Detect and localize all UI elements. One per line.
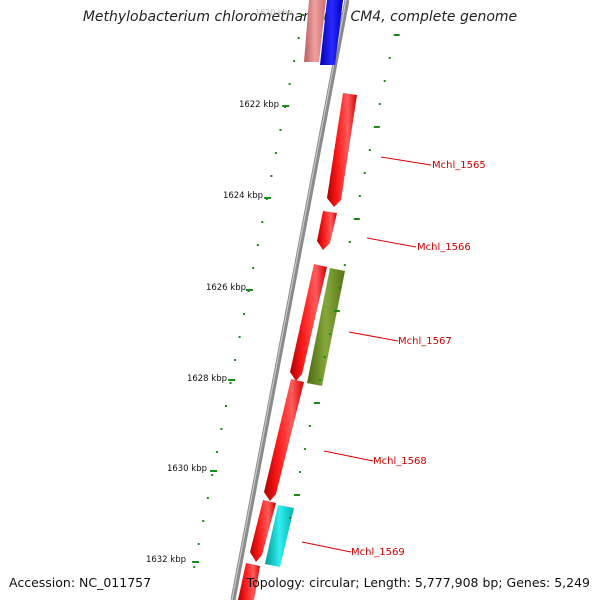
genome-summary-text: Topology: circular; Length: 5,777,908 bp… bbox=[246, 575, 590, 590]
outer-scale-tick bbox=[299, 471, 301, 473]
inner-scale-tick bbox=[302, 14, 305, 16]
gene-label-1568: Mchl_1568 bbox=[373, 456, 427, 467]
outer-scale-tick bbox=[378, 103, 381, 105]
map-title: Methylobacterium chloromethanicum CM4, c… bbox=[82, 9, 518, 25]
feature-cyan-1569 bbox=[265, 505, 294, 567]
gene-mchl-1566 bbox=[317, 211, 337, 250]
scale-label-1622: 1622 kbp bbox=[239, 100, 279, 110]
inner-scale-tick bbox=[220, 428, 223, 430]
feature-blue-top bbox=[320, 0, 343, 65]
inner-scale-tick bbox=[279, 129, 282, 131]
inner-scale-major-tick bbox=[282, 105, 290, 107]
outer-scale-tick bbox=[318, 379, 321, 381]
inner-scale-tick bbox=[274, 152, 277, 154]
inner-scale-tick bbox=[256, 244, 259, 246]
outer-scale-tick bbox=[383, 80, 386, 82]
gene-label-1567: Mchl_1567 bbox=[398, 336, 452, 347]
outer-scale-major-tick bbox=[393, 34, 400, 36]
inner-scale-tick bbox=[211, 474, 214, 476]
gene-mchl-1568 bbox=[264, 379, 304, 501]
outer-scale-tick bbox=[308, 425, 311, 427]
outer-scale-tick bbox=[343, 264, 346, 266]
callout-line-1568 bbox=[323, 450, 374, 462]
inner-scale-tick bbox=[215, 451, 218, 453]
gene-label-1569: Mchl_1569 bbox=[351, 547, 405, 558]
outer-scale-tick bbox=[303, 448, 306, 450]
callout-line-1566 bbox=[366, 237, 417, 248]
gene-label-1565: Mchl_1565 bbox=[432, 160, 486, 171]
inner-scale-tick bbox=[293, 60, 296, 62]
gene-mchl-1569 bbox=[250, 500, 276, 562]
scale-label-1620: 1620 kbp bbox=[255, 8, 293, 17]
inner-scale-tick bbox=[193, 566, 196, 568]
feature-olive-1567 bbox=[307, 268, 345, 386]
outer-scale-tick bbox=[368, 149, 371, 151]
inner-scale-major-tick bbox=[264, 197, 272, 199]
inner-scale-tick bbox=[252, 267, 255, 269]
gene-mchl-1565 bbox=[327, 93, 357, 207]
gene-label-1566: Mchl_1566 bbox=[417, 242, 471, 253]
outer-scale-tick bbox=[289, 517, 291, 519]
inner-scale-major-tick bbox=[228, 379, 236, 381]
outer-scale-tick bbox=[388, 57, 391, 59]
outer-scale-tick bbox=[348, 241, 351, 243]
inner-scale-tick bbox=[206, 497, 209, 499]
scale-label-1628: 1628 kbp bbox=[187, 374, 227, 384]
inner-scale-tick bbox=[234, 359, 237, 361]
outer-scale-major-tick bbox=[373, 126, 380, 128]
scale-label-1626: 1626 kbp bbox=[206, 283, 246, 293]
genome-backbone-highlight bbox=[231, 0, 347, 600]
scale-label-1630: 1630 kbp bbox=[167, 464, 207, 474]
scale-label-1624: 1624 kbp bbox=[223, 191, 263, 201]
inner-scale-tick bbox=[270, 175, 273, 177]
callout-line-1569 bbox=[301, 541, 352, 553]
inner-scale-tick bbox=[243, 313, 246, 315]
outer-scale-tick bbox=[323, 356, 326, 358]
feature-red-bottom bbox=[238, 563, 260, 600]
outer-scale-major-tick bbox=[313, 402, 320, 404]
inner-scale-tick bbox=[297, 37, 300, 39]
callout-line-1565 bbox=[380, 156, 432, 166]
inner-scale-tick bbox=[229, 382, 232, 384]
accession-text: Accession: NC_011757 bbox=[9, 575, 152, 590]
feature-pink-top bbox=[304, 0, 326, 62]
scale-ticks bbox=[192, 14, 400, 568]
outer-scale-tick bbox=[363, 172, 366, 174]
inner-scale-tick bbox=[202, 520, 205, 522]
genome-backbone bbox=[230, 0, 350, 600]
outer-scale-tick bbox=[328, 333, 331, 335]
outer-scale-tick bbox=[338, 287, 341, 289]
inner-scale-tick bbox=[197, 543, 200, 545]
inner-scale-tick bbox=[261, 221, 264, 223]
inner-scale-major-tick bbox=[245, 289, 253, 291]
inner-scale-tick bbox=[238, 336, 241, 338]
outer-scale-major-tick bbox=[353, 218, 360, 220]
outer-scale-major-tick bbox=[294, 494, 300, 496]
gene-mchl-1567 bbox=[290, 264, 327, 381]
inner-scale-tick bbox=[225, 405, 227, 407]
inner-scale-tick bbox=[288, 83, 291, 85]
inner-scale-major-tick bbox=[192, 561, 200, 563]
scale-label-1632: 1632 kbp bbox=[146, 555, 186, 565]
inner-scale-major-tick bbox=[210, 470, 218, 472]
outer-scale-major-tick bbox=[333, 310, 340, 312]
callout-line-1567 bbox=[348, 331, 399, 342]
outer-scale-tick bbox=[358, 195, 361, 197]
